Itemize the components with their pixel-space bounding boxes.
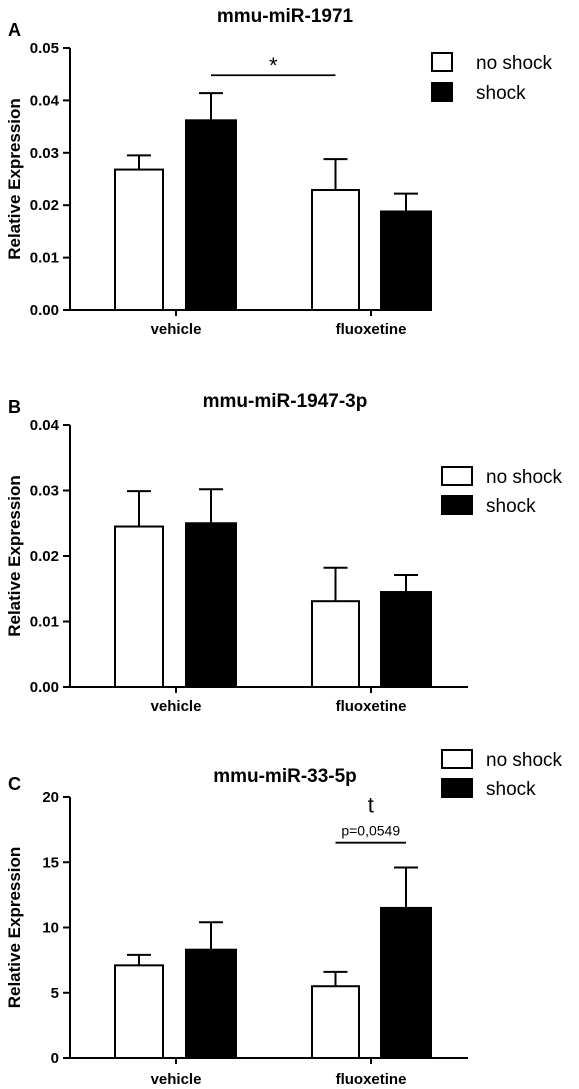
- panel-b-bar-shock-fluoxetine: [380, 591, 432, 689]
- panel-b-title: mmu-miR-1947-3p: [203, 391, 368, 412]
- panel-c-legend-swatch-shock: [441, 778, 473, 798]
- panel-a-legend-label-shock: shock: [476, 83, 526, 104]
- panel-b-legend-swatch-no-shock: [441, 466, 473, 486]
- panel-c-title: mmu-miR-33-5p: [213, 766, 357, 787]
- panel-c-letter: C: [8, 774, 21, 794]
- panel-c-bar-no-shock-vehicle: [114, 964, 164, 1059]
- panel-a-y-tick-label: 0.05: [30, 40, 59, 57]
- panel-b-y-tick-label: 0.01: [30, 614, 59, 631]
- panel-c-y-tick-label: 20: [42, 789, 59, 806]
- panel-a-legend-swatch-shock: [431, 82, 453, 102]
- panel-b-y-tick-label: 0.02: [30, 548, 59, 565]
- panel-a-legend-swatch-no-shock: [431, 52, 453, 72]
- panel-b-y-tick-label: 0.00: [30, 679, 59, 696]
- panel-c-legend-label-shock: shock: [486, 779, 536, 800]
- panel-a-title: mmu-miR-1971: [217, 6, 354, 27]
- panel-b-x-tick-label: vehicle: [151, 698, 202, 715]
- panel-c-legend-swatch-no-shock: [441, 749, 473, 769]
- panel-c-y-tick-label: 5: [51, 985, 59, 1002]
- panel-b-y-tick-label: 0.03: [30, 483, 59, 500]
- panel-b-legend-label-shock: shock: [486, 496, 536, 517]
- panel-a-bar-shock-vehicle: [185, 119, 237, 311]
- panel-c-y-tick-label: 0: [51, 1050, 59, 1067]
- panel-a-y-tick-label: 0.01: [30, 250, 59, 267]
- panel-b-x-tick-label: fluoxetine: [336, 698, 407, 715]
- panel-a-legend-label-no-shock: no shock: [476, 53, 553, 74]
- panel-a-x-tick-label: vehicle: [151, 321, 202, 338]
- panel-b-legend-swatch-shock: [441, 495, 473, 515]
- panel-a-letter: A: [8, 20, 21, 40]
- panel-a-bar-shock-fluoxetine: [380, 210, 432, 312]
- panel-c-bar-shock-fluoxetine: [380, 906, 432, 1059]
- panel-a-x-tick-label: fluoxetine: [336, 321, 407, 338]
- panel-c-p-value: p=0,0549: [341, 823, 400, 839]
- panel-b-legend-label-no-shock: no shock: [486, 467, 563, 488]
- panel-b-y-tick-label: 0.04: [30, 417, 60, 434]
- panel-c-x-tick-label: vehicle: [151, 1071, 202, 1088]
- panel-c-x-tick-label: fluoxetine: [336, 1071, 407, 1088]
- panel-b-bar-shock-vehicle: [185, 522, 237, 688]
- panel-b-bar-no-shock-fluoxetine: [311, 600, 360, 689]
- panel-c-y-tick-label: 10: [42, 920, 59, 937]
- panel-a-y-tick-label: 0.04: [30, 92, 60, 109]
- panel-a-y-tick-label: 0.03: [30, 145, 59, 162]
- panel-c-significance-mark: t: [368, 793, 374, 818]
- panel-c-bar-no-shock-fluoxetine: [311, 985, 360, 1059]
- panel-b-letter: B: [8, 397, 21, 417]
- panel-b-bar-no-shock-vehicle: [114, 525, 164, 689]
- panel-a-bar-no-shock-fluoxetine: [311, 189, 360, 311]
- panel-a-y-tick-label: 0.00: [30, 302, 59, 319]
- panel-c-y-label: Relative Expression: [5, 847, 24, 1009]
- panel-a-bar-no-shock-vehicle: [114, 168, 164, 311]
- panel-b-y-label: Relative Expression: [5, 475, 24, 637]
- panel-c-y-tick-label: 15: [42, 854, 59, 871]
- panel-c-legend-label-no-shock: no shock: [486, 750, 563, 771]
- panel-c-bar-shock-vehicle: [185, 948, 237, 1059]
- panel-a-y-tick-label: 0.02: [30, 197, 59, 214]
- panel-a-y-label: Relative Expression: [5, 98, 24, 260]
- panel-a-significance-mark: *: [269, 53, 278, 78]
